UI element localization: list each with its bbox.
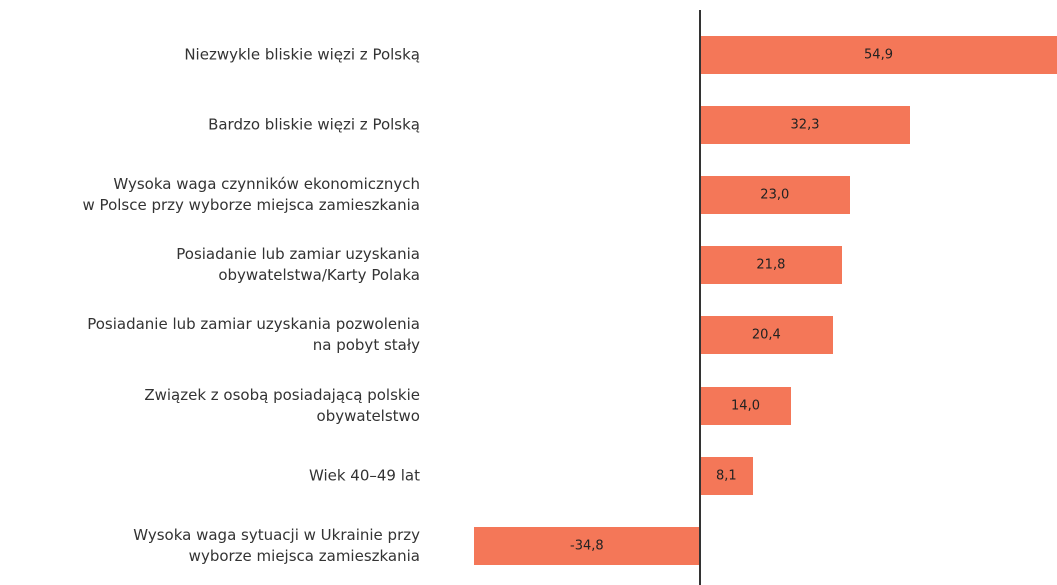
- value-label: 32,3: [790, 117, 820, 133]
- category-label: Bardzo bliskie więzi z Polską: [208, 115, 420, 134]
- category-label: Posiadanie lub zamiar uzyskania obywatel…: [176, 245, 420, 285]
- value-label: 54,9: [864, 47, 893, 63]
- bar: [700, 386, 792, 425]
- bar: [700, 36, 1057, 74]
- bar: [700, 456, 753, 495]
- category-label: Związek z osobą posiadającą polskie obyw…: [144, 385, 420, 425]
- value-label: 23,0: [760, 187, 790, 203]
- category-label: Wysoka waga czynników ekonomicznych w Po…: [82, 175, 420, 215]
- category-label: Wiek 40–49 lat: [308, 466, 420, 485]
- value-label: 14,0: [731, 398, 760, 413]
- value-label: 21,8: [756, 257, 786, 273]
- category-label: Posiadanie lub zamiar uzyskania pozwolen…: [87, 315, 420, 355]
- bar: [700, 246, 842, 285]
- value-label: 20,4: [751, 327, 781, 343]
- zero-line: [699, 10, 701, 585]
- bar: [700, 316, 833, 355]
- category-label: Niezwykle bliskie więzi z Polską: [184, 45, 420, 64]
- category-label: Wysoka waga sytuacji w Ukrainie przy wyb…: [133, 525, 420, 565]
- value-label: -34,8: [570, 538, 604, 554]
- bar: [700, 106, 911, 145]
- value-label: 8,1: [715, 468, 737, 484]
- bar: [473, 526, 700, 565]
- bar: [700, 176, 850, 215]
